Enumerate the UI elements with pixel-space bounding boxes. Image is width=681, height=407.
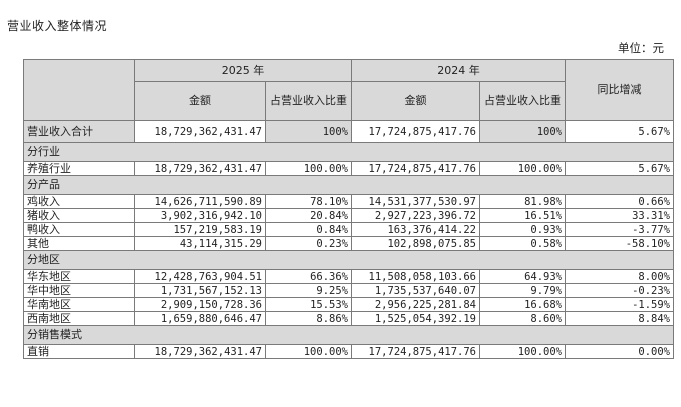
row-label: 华南地区: [23, 297, 135, 312]
amount-2024-cell: 14,531,377,530.97: [351, 194, 480, 209]
table-row: 猪收入 3,902,316,942.10 20.84% 2,927,223,396.7…: [23, 208, 674, 223]
total-yoy: 5.67%: [565, 120, 674, 143]
header-share-2025: 占营业收入比重: [265, 81, 352, 121]
section-title: 分产品: [23, 175, 674, 195]
share-2025-cell: 66.36%: [265, 269, 352, 284]
share-2025-cell: 78.10%: [265, 194, 352, 209]
amount-2024-cell: 1,735,537,640.07: [351, 283, 480, 298]
share-2025-cell: 100.00%: [265, 161, 352, 176]
amount-2024-cell: 17,724,875,417.76: [351, 344, 480, 359]
share-2025-cell: 8.86%: [265, 311, 352, 326]
amount-2025-cell: 2,909,150,728.36: [134, 297, 266, 312]
total-label: 营业收入合计: [23, 120, 135, 143]
header-amount-2024: 金额: [351, 81, 480, 121]
section-title: 分地区: [23, 250, 674, 270]
share-2024-cell: 8.60%: [479, 311, 566, 326]
total-share-2025: 100%: [265, 120, 352, 143]
share-2024-cell: 100.00%: [479, 161, 566, 176]
yoy-cell: 5.67%: [565, 161, 674, 176]
yoy-cell: 8.00%: [565, 269, 674, 284]
share-2025-cell: 20.84%: [265, 208, 352, 223]
share-2025-cell: 0.23%: [265, 236, 352, 251]
yoy-cell: 0.66%: [565, 194, 674, 209]
table-row: 其他 43,114,315.29 0.23% 102,898,075.85 0.58% -…: [23, 236, 674, 251]
amount-2024-cell: 163,376,414.22: [351, 222, 480, 237]
table-row: 鸭收入 157,219,583.19 0.84% 163,376,414.22 0.93…: [23, 222, 674, 237]
table-row: 华南地区 2,909,150,728.36 15.53% 2,956,225,281.…: [23, 297, 674, 312]
share-2024-cell: 0.58%: [479, 236, 566, 251]
amount-2025-cell: 3,902,316,942.10: [134, 208, 266, 223]
share-2025-cell: 9.25%: [265, 283, 352, 298]
amount-2025-cell: 18,729,362,431.47: [134, 344, 266, 359]
table-row: 直销 18,729,362,431.47 100.00% 17,724,875,417…: [23, 344, 674, 359]
share-2025-cell: 0.84%: [265, 222, 352, 237]
row-label: 西南地区: [23, 311, 135, 326]
amount-2025-cell: 14,626,711,590.89: [134, 194, 266, 209]
amount-2025-cell: 12,428,763,904.51: [134, 269, 266, 284]
row-label: 鸭收入: [23, 222, 135, 237]
section-title: 分销售模式: [23, 325, 674, 345]
yoy-cell: -0.23%: [565, 283, 674, 298]
header-row-years: 2025 年 2024 年 同比增减: [23, 59, 674, 121]
table-row: 华中地区 1,731,567,152.13 9.25% 1,735,537,640.0…: [23, 283, 674, 298]
header-amount-2025: 金额: [134, 81, 266, 121]
section-header-row: 分产品: [23, 175, 674, 195]
row-label: 养殖行业: [23, 161, 135, 176]
share-2024-cell: 0.93%: [479, 222, 566, 237]
row-label: 华东地区: [23, 269, 135, 284]
yoy-cell: -58.10%: [565, 236, 674, 251]
total-amount-2025: 18,729,362,431.47: [134, 120, 266, 143]
section-header-row: 分行业: [23, 142, 674, 162]
amount-2024-cell: 2,927,223,396.72: [351, 208, 480, 223]
yoy-cell: 8.84%: [565, 311, 674, 326]
total-row: 营业收入合计 18,729,362,431.47 100% 17,724,875…: [23, 120, 674, 143]
table-row: 养殖行业 18,729,362,431.47 100.00% 17,724,875,4…: [23, 161, 674, 176]
section-header-row: 分地区: [23, 250, 674, 270]
section-header-row: 分销售模式: [23, 325, 674, 345]
share-2025-cell: 15.53%: [265, 297, 352, 312]
unit-label: 单位：元: [618, 41, 664, 55]
share-2024-cell: 81.98%: [479, 194, 566, 209]
row-label: 其他: [23, 236, 135, 251]
share-2025-cell: 100.00%: [265, 344, 352, 359]
amount-2025-cell: 18,729,362,431.47: [134, 161, 266, 176]
row-label: 直销: [23, 344, 135, 359]
table-row: 西南地区 1,659,880,646.47 8.86% 1,525,054,392.1…: [23, 311, 674, 326]
amount-2024-cell: 1,525,054,392.19: [351, 311, 480, 326]
row-label: 猪收入: [23, 208, 135, 223]
section-title: 分行业: [23, 142, 674, 162]
revenue-table: 2025 年 2024 年 同比增减 金额 占营业收入比重 金额 占营业收入比重…: [23, 59, 674, 359]
table-caption: 营业收入整体情况: [7, 19, 108, 33]
yoy-cell: -1.59%: [565, 297, 674, 312]
share-2024-cell: 100.00%: [479, 344, 566, 359]
amount-2025-cell: 157,219,583.19: [134, 222, 266, 237]
row-label: 华中地区: [23, 283, 135, 298]
amount-2024-cell: 2,956,225,281.84: [351, 297, 480, 312]
header-row-columns: 金额 占营业收入比重 金额 占营业收入比重: [23, 81, 674, 121]
header-year-2024: 2024 年: [351, 59, 566, 82]
amount-2024-cell: 17,724,875,417.76: [351, 161, 480, 176]
header-yoy: 同比增减: [565, 59, 674, 121]
amount-2025-cell: 1,659,880,646.47: [134, 311, 266, 326]
table-row: 鸡收入 14,626,711,590.89 78.10% 14,531,377,530…: [23, 194, 674, 209]
table-row: 华东地区 12,428,763,904.51 66.36% 11,508,058,10…: [23, 269, 674, 284]
yoy-cell: 0.00%: [565, 344, 674, 359]
total-amount-2024: 17,724,875,417.76: [351, 120, 480, 143]
amount-2025-cell: 43,114,315.29: [134, 236, 266, 251]
share-2024-cell: 16.68%: [479, 297, 566, 312]
share-2024-cell: 16.51%: [479, 208, 566, 223]
header-blank-cell: [23, 59, 135, 121]
yoy-cell: 33.31%: [565, 208, 674, 223]
header-share-2024: 占营业收入比重: [479, 81, 566, 121]
share-2024-cell: 64.93%: [479, 269, 566, 284]
total-share-2024: 100%: [479, 120, 566, 143]
amount-2024-cell: 102,898,075.85: [351, 236, 480, 251]
row-label: 鸡收入: [23, 194, 135, 209]
yoy-cell: -3.77%: [565, 222, 674, 237]
share-2024-cell: 9.79%: [479, 283, 566, 298]
header-year-2025: 2025 年: [134, 59, 352, 82]
amount-2024-cell: 11,508,058,103.66: [351, 269, 480, 284]
amount-2025-cell: 1,731,567,152.13: [134, 283, 266, 298]
